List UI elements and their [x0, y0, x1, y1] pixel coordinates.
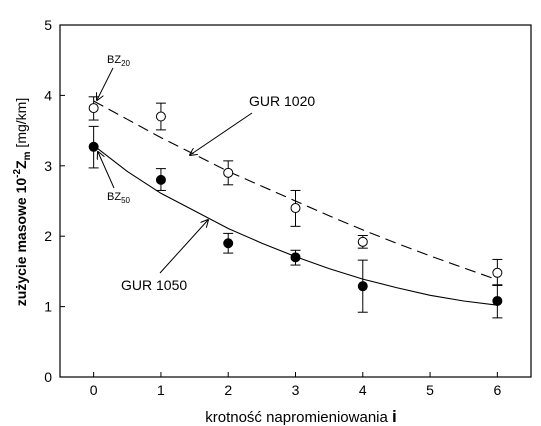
- gur1020-arrow: [190, 112, 253, 155]
- data-point: [357, 281, 368, 292]
- x-tick-label: 1: [157, 382, 165, 398]
- data-point: [357, 236, 368, 247]
- x-tick-label: 5: [426, 382, 434, 398]
- bz50-arrow: [98, 152, 115, 189]
- x-axis-label: krotność napromieniowania i: [205, 407, 397, 426]
- data-point: [88, 103, 99, 114]
- data-point: [492, 267, 503, 278]
- gur1050-label: GUR 1050: [121, 277, 187, 293]
- x-tick-label: 6: [493, 382, 501, 398]
- annotations: GUR 1020 GUR 1050 BZ20 BZ50: [97, 54, 315, 293]
- x-tick-label: 4: [359, 382, 367, 398]
- y-tick-label: 5: [44, 17, 52, 33]
- bz20-label: BZ20: [107, 54, 131, 68]
- y-tick-label: 2: [44, 228, 52, 244]
- x-tick-label: 2: [224, 382, 232, 398]
- data-point: [492, 295, 503, 306]
- data-point: [155, 111, 166, 122]
- y-axis: 0 1 2 3 4 5: [44, 17, 65, 385]
- x-axis: 0 1 2 3 4 5 6: [90, 372, 501, 398]
- x-tick-label: 3: [292, 382, 300, 398]
- bz50-label: BZ50: [107, 191, 131, 205]
- y-axis-label: zużycie masowe 10-2Zm [mg/km]: [12, 98, 33, 306]
- y-tick-label: 3: [44, 158, 52, 174]
- data-point: [290, 252, 301, 263]
- gur1050-arrow: [159, 220, 208, 274]
- data-point: [223, 167, 234, 178]
- gur1020-label: GUR 1020: [249, 93, 315, 109]
- data-point: [290, 203, 301, 214]
- y-tick-label: 1: [44, 299, 52, 315]
- x-tick-label: 0: [90, 382, 98, 398]
- data-point: [223, 238, 234, 249]
- data-points: [88, 103, 503, 306]
- data-point: [155, 174, 166, 185]
- data-point: [88, 141, 99, 152]
- y-tick-label: 4: [44, 87, 52, 103]
- bz20-arrow: [97, 67, 114, 100]
- y-tick-label: 0: [44, 369, 52, 385]
